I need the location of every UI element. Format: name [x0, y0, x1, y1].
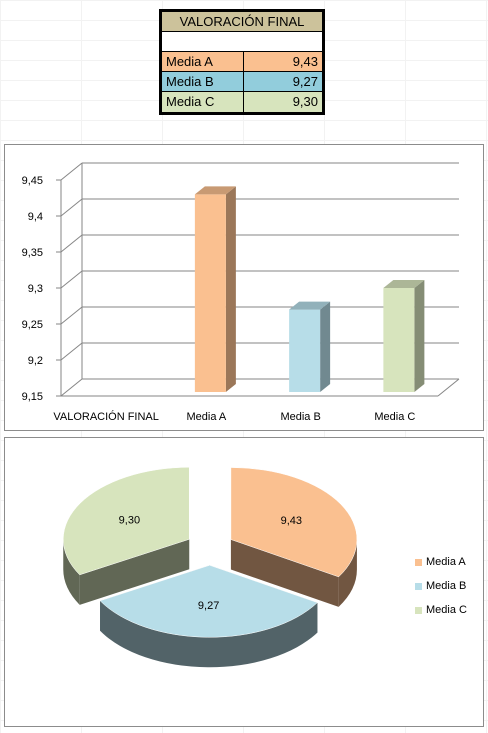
pie-slice: 9,30	[63, 467, 190, 605]
table-title: VALORACIÓN FINAL	[179, 14, 305, 29]
pie-data-label: 9,43	[281, 515, 302, 527]
table-row-value: 9,27	[244, 72, 322, 91]
pie-slice-top	[99, 565, 318, 638]
table-row[interactable]: Media B 9,27	[162, 72, 322, 92]
bar-gridline-side	[60, 306, 83, 325]
pie-chart-svg: 9,30 9,43 9,27	[63, 467, 358, 668]
bar-chart[interactable]: 9,15 9,2 9,25 9,3 9,35 9,4 9,45 VALORACIÓN FINA…	[4, 144, 484, 431]
bar-ytick-label: 9,15	[22, 391, 43, 403]
bar-top	[289, 301, 331, 310]
bar-ytick-label: 9,3	[28, 283, 43, 295]
bar-gridline-side	[60, 270, 83, 289]
pie-slice: 9,43	[230, 467, 358, 607]
table-title-row[interactable]: VALORACIÓN FINAL	[162, 12, 322, 32]
pie-slice-side	[63, 539, 80, 605]
legend-swatch	[415, 558, 422, 566]
bar-side	[320, 301, 331, 392]
bar-top	[383, 280, 425, 288]
bar-xtick-label: VALORACIÓN FINAL	[53, 410, 159, 423]
bar	[194, 194, 226, 392]
bar-gridline-side	[60, 378, 83, 397]
pie-slice-side	[100, 600, 318, 668]
pie-chart[interactable]: 9,30 9,43 9,27 Media A Media B Media C	[4, 437, 484, 727]
pie-slice-top	[63, 467, 190, 576]
bar-top	[194, 186, 236, 195]
pie-data-label: 9,27	[198, 600, 219, 612]
pie-slice-top	[230, 467, 358, 578]
pie-slice-side	[338, 539, 357, 607]
bar-side	[414, 280, 425, 392]
legend-item: Media C	[415, 598, 467, 622]
table-row-label: Media C	[162, 92, 244, 112]
bar-gridline-side	[60, 342, 83, 361]
pie-legend: Media A Media B Media C	[415, 550, 467, 622]
bar-ytick-label: 9,4	[28, 211, 43, 223]
bar-ytick-label: 9,35	[22, 247, 43, 259]
legend-item: Media B	[415, 574, 467, 598]
table-row-value: 9,43	[244, 52, 322, 71]
bar-floor-edge	[437, 378, 460, 397]
legend-item: Media A	[415, 550, 467, 574]
pie-data-label: 9,30	[119, 514, 140, 526]
bar-xtick-label: Media B	[280, 411, 320, 423]
legend-label: Media A	[426, 556, 466, 568]
legend-swatch	[415, 582, 422, 590]
bar-gridline-side	[60, 162, 83, 181]
bar-xtick-label: Media A	[187, 411, 227, 423]
legend-label: Media B	[426, 580, 467, 592]
bar-gridline-side	[60, 234, 83, 253]
bar-ytick-label: 9,2	[28, 355, 43, 367]
bar-side	[225, 186, 236, 392]
bar-chart-svg: 9,15 9,2 9,25 9,3 9,35 9,4 9,45 VALORACIÓN FINA…	[22, 162, 460, 423]
table-row-label: Media B	[162, 72, 244, 91]
bar-ytick-label: 9,25	[22, 319, 43, 331]
legend-swatch	[415, 606, 422, 614]
pie-slice-wall	[79, 539, 190, 605]
table-row-value: 9,30	[244, 92, 322, 112]
bar-gridline-side	[60, 198, 83, 217]
table-row[interactable]: Media A 9,43	[162, 52, 322, 72]
summary-table: VALORACIÓN FINAL Media A 9,43 Media B 9,…	[159, 9, 325, 115]
table-row-label: Media A	[162, 52, 244, 71]
legend-label: Media C	[426, 604, 467, 616]
bar	[289, 309, 321, 392]
pie-slice: 9,27	[99, 565, 318, 668]
bar	[383, 288, 415, 392]
table-blank-row[interactable]	[162, 32, 322, 52]
table-row[interactable]: Media C 9,30	[162, 92, 322, 112]
pie-slice-wall	[230, 539, 339, 607]
bar-ytick-label: 9,45	[22, 175, 43, 187]
bar-xtick-label: Media C	[374, 411, 415, 423]
